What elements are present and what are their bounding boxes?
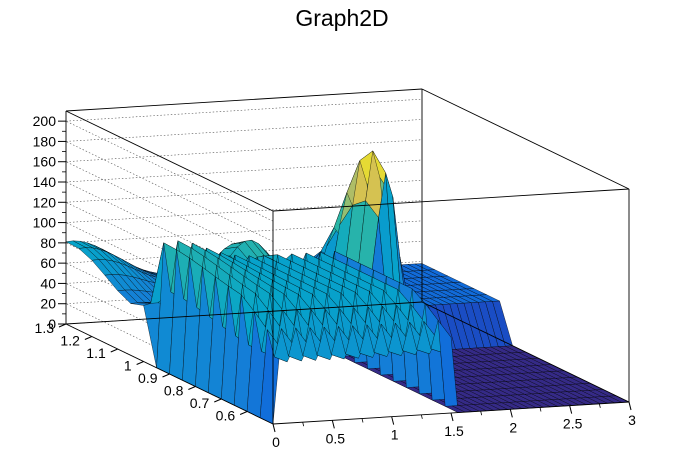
chart-title: Graph2D	[295, 5, 388, 31]
frame-edge	[272, 188, 630, 212]
x-tick	[569, 405, 573, 414]
frame-edge	[65, 301, 423, 325]
frame-edge	[65, 110, 274, 212]
y-tick-label: 0.7	[190, 395, 210, 411]
y-tick	[214, 398, 222, 403]
y-tick-label: 1.1	[86, 345, 106, 361]
y-tick-label: 1.2	[60, 333, 80, 349]
y-tick	[162, 373, 170, 378]
x-minor-tick	[480, 411, 483, 416]
x-tick	[391, 416, 395, 425]
surface-mesh	[65, 150, 630, 425]
x-minor-tick	[539, 407, 542, 412]
x-tick	[450, 412, 454, 422]
z-tick-label: 80	[40, 235, 56, 251]
z-tick-label: 20	[40, 296, 56, 312]
x-minor-tick	[361, 418, 364, 423]
frame-edge	[421, 301, 630, 403]
z-tick-label: 180	[33, 133, 57, 149]
y-tick	[110, 348, 118, 353]
x-tick-label: 1.5	[444, 423, 464, 439]
y-tick	[136, 361, 144, 365]
x-tick-label: 2.5	[563, 416, 583, 432]
z-tick-label: 160	[33, 154, 57, 170]
y-tick	[239, 411, 248, 415]
x-tick	[331, 420, 335, 429]
z-gridline-back	[65, 98, 423, 122]
y-tick	[58, 323, 67, 328]
y-tick-label: 0.6	[216, 408, 236, 424]
z-tick-label: 40	[40, 275, 56, 291]
y-tick-label: 0.8	[164, 383, 184, 399]
x-tick-label: 3	[628, 412, 636, 428]
z-tick-label: 200	[33, 113, 57, 129]
z-tick-label: 140	[33, 174, 57, 190]
x-minor-tick	[302, 422, 305, 427]
x-tick-label: 0	[272, 434, 280, 450]
y-tick	[84, 336, 93, 340]
y-axis: 0.6 0.7 0.8 0.9 1 1.1 1.2 1.3	[35, 320, 248, 424]
y-tick-label: 1	[124, 358, 132, 374]
y-tick	[188, 386, 196, 390]
z-tick-label: 0	[48, 316, 56, 332]
y-tick-label: 0.9	[138, 370, 158, 386]
z-tick-label: 120	[33, 194, 57, 210]
z-tick-label: 100	[33, 215, 57, 231]
z-gridline-back	[65, 119, 423, 142]
z-axis: 0 20 40 60 80 100 120 140 160 180 200	[33, 113, 66, 332]
frame-edge	[421, 88, 630, 190]
x-tick-label: 0.5	[326, 430, 346, 446]
x-minor-tick	[420, 414, 423, 419]
z-tick-label: 60	[40, 255, 56, 271]
x-tick	[272, 423, 276, 433]
x-tick	[509, 409, 513, 418]
frame-edge	[65, 88, 423, 112]
x-axis: 0 0.5 1 1.5 2 2.5 3	[272, 401, 636, 450]
x-tick-label: 1	[391, 427, 399, 443]
x-minor-tick	[598, 403, 601, 408]
y-tick-label: 1.3	[35, 320, 55, 336]
x-tick	[628, 401, 632, 411]
x-tick-label: 2	[509, 419, 517, 435]
